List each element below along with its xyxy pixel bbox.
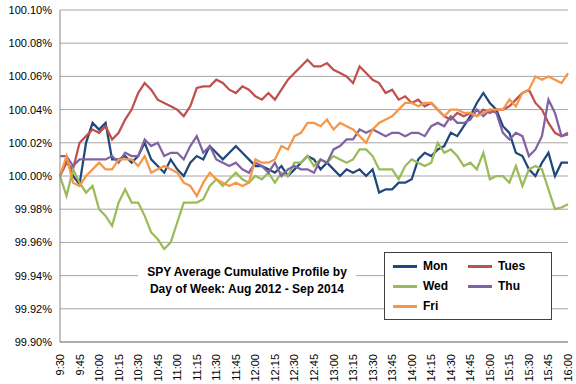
html-text:Fri: Fri [423, 299, 439, 313]
svg-text:14:30: 14:30 [445, 354, 457, 382]
svg-text:14:00: 14:00 [406, 354, 418, 382]
svg-text:13:00: 13:00 [328, 354, 340, 382]
svg-text:15:15: 15:15 [503, 354, 515, 382]
svg-text:100.06%: 100.06% [9, 70, 53, 82]
svg-text:11:45: 11:45 [230, 354, 242, 381]
svg-text:99.90%: 99.90% [15, 336, 53, 348]
svg-text:15:30: 15:30 [523, 354, 535, 382]
svg-text:15:00: 15:00 [484, 354, 496, 382]
svg-text:14:45: 14:45 [464, 354, 476, 382]
svg-text:16:00: 16:00 [562, 354, 568, 382]
svg-text:15:45: 15:45 [542, 354, 554, 382]
svg-text:11:15: 11:15 [191, 354, 203, 381]
html-text:Thu: Thu [498, 279, 520, 293]
html-text:Tues: Tues [498, 259, 526, 273]
svg-text:100.00%: 100.00% [9, 170, 53, 182]
svg-text:10:45: 10:45 [152, 354, 164, 382]
html-text:Mon: Mon [423, 259, 448, 273]
svg-text:14:15: 14:15 [425, 354, 437, 382]
svg-text:12:30: 12:30 [288, 354, 300, 382]
svg-text:10:15: 10:15 [113, 354, 125, 382]
svg-text:100.02%: 100.02% [9, 137, 53, 149]
svg-text:12:45: 12:45 [308, 354, 320, 382]
svg-text:10:30: 10:30 [132, 354, 144, 382]
svg-text:100.10%: 100.10% [9, 4, 53, 16]
svg-text:10:00: 10:00 [93, 354, 105, 382]
svg-text:9:30: 9:30 [54, 354, 66, 375]
svg-text:99.96%: 99.96% [15, 236, 53, 248]
svg-text:99.92%: 99.92% [15, 303, 53, 315]
svg-text:9:45: 9:45 [74, 354, 86, 375]
svg-text:13:45: 13:45 [386, 354, 398, 382]
html-text:SPY Average Cumulative Profile: SPY Average Cumulative Profile by Day of… [147, 265, 347, 296]
svg-text:99.98%: 99.98% [15, 203, 53, 215]
svg-text:11:30: 11:30 [210, 354, 222, 381]
svg-text:12:15: 12:15 [269, 354, 281, 382]
svg-text:100.04%: 100.04% [9, 104, 53, 116]
svg-text:100.08%: 100.08% [9, 37, 53, 49]
svg-text:99.94%: 99.94% [15, 270, 53, 282]
svg-text:11:00: 11:00 [171, 354, 183, 381]
svg-text:13:15: 13:15 [347, 354, 359, 382]
svg-text:12:00: 12:00 [249, 354, 261, 382]
html-text:Wed: Wed [423, 279, 449, 293]
svg-text:13:30: 13:30 [367, 354, 379, 382]
